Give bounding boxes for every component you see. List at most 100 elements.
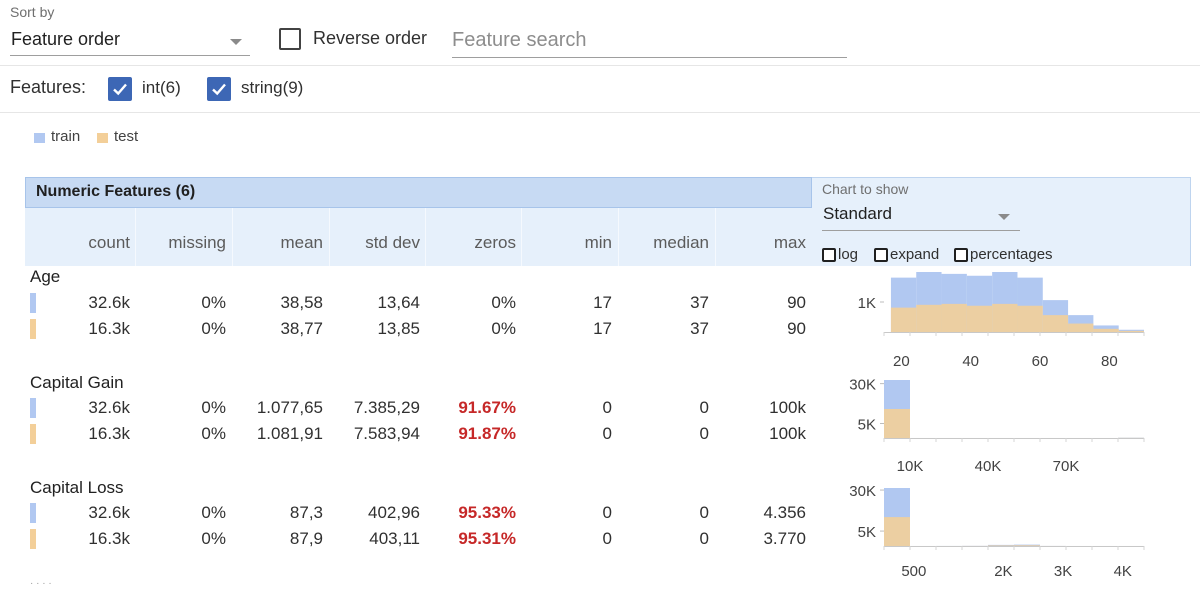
test-bar xyxy=(1093,328,1119,332)
test-marker xyxy=(30,319,36,339)
max-cell: 3.770 xyxy=(763,529,806,548)
max-cell: 100k xyxy=(769,398,806,417)
x-tick-label: 40 xyxy=(962,353,979,370)
capital-gain-histogram[interactable]: 30K 5K 10K 40K 70K xyxy=(832,374,1152,479)
age-histogram[interactable]: 1K 20 40 60 80 xyxy=(832,268,1152,373)
train-bar xyxy=(1014,544,1040,546)
test-swatch xyxy=(97,133,108,143)
test-bar xyxy=(916,304,942,332)
count-cell: 16.3k xyxy=(88,529,130,548)
mean-cell: 87,3 xyxy=(289,503,323,522)
median-cell: 0 xyxy=(699,424,709,443)
min-cell: 0 xyxy=(602,424,612,443)
capital-gain-histogram-svg: 30K 5K 10K 40K 70K xyxy=(849,377,1145,475)
reverse-order-checkbox[interactable] xyxy=(279,28,301,50)
max-cell: 90 xyxy=(787,319,806,338)
column-header-missing[interactable]: missing xyxy=(168,233,226,252)
sort-by-dropdown[interactable]: Feature order xyxy=(10,26,250,56)
int-features-label[interactable]: int(6) xyxy=(142,78,181,97)
train-marker xyxy=(30,398,36,418)
median-cell: 37 xyxy=(690,319,709,338)
x-tick-label: 500 xyxy=(901,563,926,580)
expand-label: expand xyxy=(890,246,940,263)
median-cell: 0 xyxy=(699,529,709,548)
count-cell: 32.6k xyxy=(88,503,130,522)
toolbar: Sort by Feature order Reverse order xyxy=(0,0,1200,66)
std-dev-cell: 7.385,29 xyxy=(353,398,420,417)
max-cell: 4.356 xyxy=(763,503,806,522)
test-bar xyxy=(1068,323,1094,332)
test-bar xyxy=(1042,315,1069,332)
column-divider xyxy=(135,208,136,266)
train-bar xyxy=(1093,325,1119,332)
min-cell: 0 xyxy=(602,503,612,522)
missing-cell: 0% xyxy=(201,319,226,338)
column-header-mean[interactable]: mean xyxy=(280,233,323,252)
capital-loss-histogram[interactable]: 30K 5K 500 2K 3K 4K xyxy=(832,478,1152,583)
min-cell: 0 xyxy=(602,529,612,548)
count-cell: 16.3k xyxy=(88,319,130,338)
x-tick-label: 2K xyxy=(994,563,1012,580)
y-tick-label: 30K xyxy=(849,377,876,394)
zeros-cell: 95.31% xyxy=(458,529,516,548)
mean-cell: 38,58 xyxy=(280,293,323,312)
column-header-median[interactable]: median xyxy=(653,233,709,252)
checkbox-box xyxy=(874,248,888,262)
missing-cell: 0% xyxy=(201,293,226,312)
age-histogram-svg: 1K 20 40 60 80 xyxy=(858,272,1145,370)
missing-cell: 0% xyxy=(201,398,226,417)
chart-options-panel: Chart to show Standard log expand percen… xyxy=(812,177,1191,266)
test-bar xyxy=(941,303,967,332)
column-header-min[interactable]: min xyxy=(584,233,612,252)
min-cell: 17 xyxy=(593,319,612,338)
column-header-max[interactable]: max xyxy=(773,233,806,252)
feature-name[interactable]: Capital Loss xyxy=(30,478,124,497)
x-tick-label: 20 xyxy=(893,353,910,370)
train-swatch xyxy=(34,133,45,143)
string-features-label[interactable]: string(9) xyxy=(241,78,304,97)
test-bar xyxy=(1014,545,1040,546)
median-cell: 0 xyxy=(699,398,709,417)
string-features-checkbox[interactable] xyxy=(207,77,231,101)
checkmark-icon xyxy=(113,83,127,96)
feature-name[interactable]: Age xyxy=(30,267,61,286)
features-filter-bar: Features: int(6) string(9) xyxy=(0,66,1200,113)
x-tick-label: 60 xyxy=(1032,353,1049,370)
mean-cell: 1.077,65 xyxy=(256,398,323,417)
median-cell: 37 xyxy=(690,293,709,312)
std-dev-cell: 403,11 xyxy=(369,529,420,548)
x-tick-label: 80 xyxy=(1101,353,1118,370)
chart-type-dropdown[interactable]: Standard xyxy=(822,201,1020,231)
column-header-std-dev[interactable]: std dev xyxy=(365,233,420,252)
percentages-label: percentages xyxy=(970,246,1053,263)
column-header-count[interactable]: count xyxy=(88,233,130,252)
missing-cell: 0% xyxy=(201,529,226,548)
chevron-down-icon xyxy=(998,214,1010,220)
chart-type-value: Standard xyxy=(823,204,892,223)
column-divider xyxy=(232,208,233,266)
feature-search-input[interactable] xyxy=(452,24,847,58)
mean-cell: 1.081,91 xyxy=(256,424,323,443)
test-bar xyxy=(966,305,993,332)
checkbox-box xyxy=(954,248,968,262)
int-features-checkbox[interactable] xyxy=(108,77,132,101)
test-legend-label: test xyxy=(114,128,139,145)
count-cell: 32.6k xyxy=(88,293,130,312)
count-cell: 16.3k xyxy=(88,424,130,443)
column-header-zeros[interactable]: zeros xyxy=(474,233,516,252)
next-feature-peek: · · · · xyxy=(30,578,52,584)
feature-name[interactable]: Capital Gain xyxy=(30,373,124,392)
std-dev-cell: 13,64 xyxy=(377,293,420,312)
sort-by-caption: Sort by xyxy=(10,4,55,20)
reverse-order-label[interactable]: Reverse order xyxy=(313,28,428,48)
capital-loss-histogram-svg: 30K 5K 500 2K 3K 4K xyxy=(849,483,1145,580)
column-divider xyxy=(425,208,426,266)
test-bar xyxy=(1118,330,1144,332)
min-cell: 0 xyxy=(602,398,612,417)
test-bar xyxy=(1017,305,1043,332)
std-dev-cell: 402,96 xyxy=(368,503,420,522)
test-bar xyxy=(988,545,1014,546)
chart-to-show-caption: Chart to show xyxy=(822,181,909,197)
features-label: Features: xyxy=(10,77,87,97)
missing-cell: 0% xyxy=(201,424,226,443)
